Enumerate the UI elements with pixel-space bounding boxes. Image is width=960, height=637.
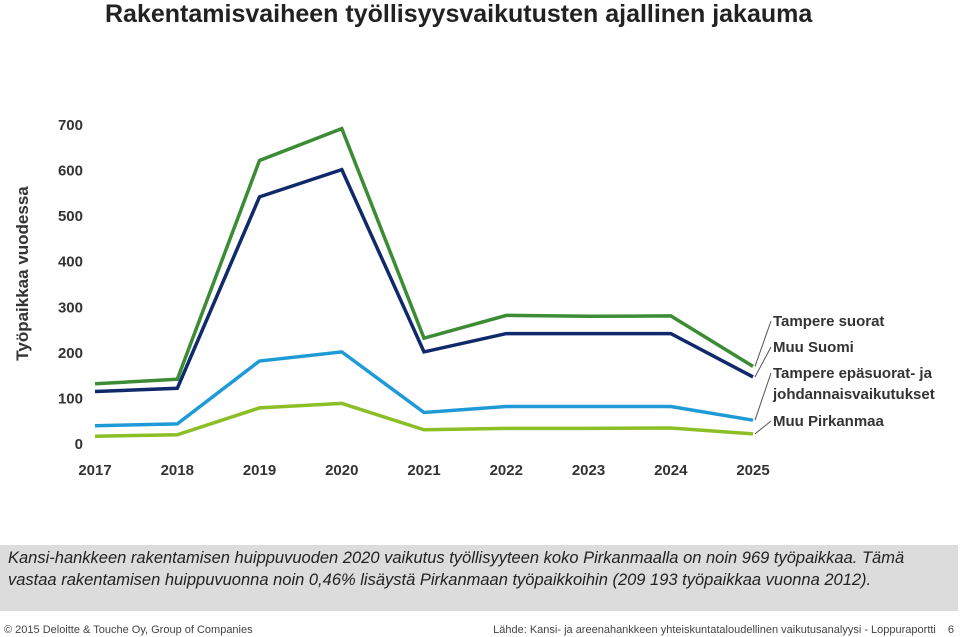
series-line-3	[94, 401, 754, 438]
legend-leader-line	[754, 420, 772, 435]
y-tick-label: 400	[58, 254, 83, 271]
line-chart: Työpaikkaa vuodessa 0 100 200 300 400 500 600 70…	[13, 117, 935, 479]
x-tick-label: 2020	[325, 462, 358, 479]
legend-leader-line	[754, 320, 772, 367]
y-tick-label: 100	[58, 390, 83, 407]
y-tick-label: 300	[58, 299, 83, 316]
y-tick-label: 0	[75, 436, 83, 453]
legend-leader-line	[754, 372, 772, 421]
series-line-2	[94, 350, 754, 428]
x-tick-label: 2022	[490, 462, 523, 479]
legend-label: Tampere suorat	[773, 313, 884, 330]
page-title: Rakentamisvaiheen työllisyysvaikutusten …	[105, 0, 813, 28]
legend-label: johdannaisvaikutukset	[772, 386, 935, 403]
x-tick-label: 2019	[243, 462, 276, 479]
x-tick-label: 2021	[407, 462, 440, 479]
series-line-1	[94, 167, 754, 394]
footer-copyright: © 2015 Deloitte & Touche Oy, Group of Co…	[4, 624, 253, 636]
note-text: Kansi-hankkeen rakentamisen huippuvuoden…	[8, 549, 905, 589]
legend-label: Muu Suomi	[773, 339, 854, 356]
y-tick-label: 700	[58, 117, 83, 134]
legend-label: Muu Pirkanmaa	[773, 413, 885, 430]
x-tick-label: 2018	[161, 462, 194, 479]
y-tick-label: 600	[58, 163, 83, 180]
legend-label: Tampere epäsuorat- ja	[773, 365, 933, 382]
footer-source-text: Lähde: Kansi- ja areenahankkeen yhteisku…	[493, 624, 936, 636]
y-tick-label: 200	[58, 345, 83, 362]
note-box: Kansi-hankkeen rakentamisen huippuvuoden…	[0, 545, 958, 611]
x-tick-label: 2025	[736, 462, 769, 479]
legend-leader-line	[754, 346, 772, 378]
page-number: 6	[947, 624, 954, 636]
series-line-0	[94, 126, 754, 386]
x-tick-label: 2024	[654, 462, 688, 479]
x-tick-label: 2017	[78, 462, 111, 479]
y-tick-label: 500	[58, 208, 83, 225]
footer-source: Lähde: Kansi- ja areenahankkeen yhteisku…	[493, 624, 954, 636]
y-axis-title: Työpaikkaa vuodessa	[13, 186, 32, 361]
x-tick-label: 2023	[572, 462, 605, 479]
